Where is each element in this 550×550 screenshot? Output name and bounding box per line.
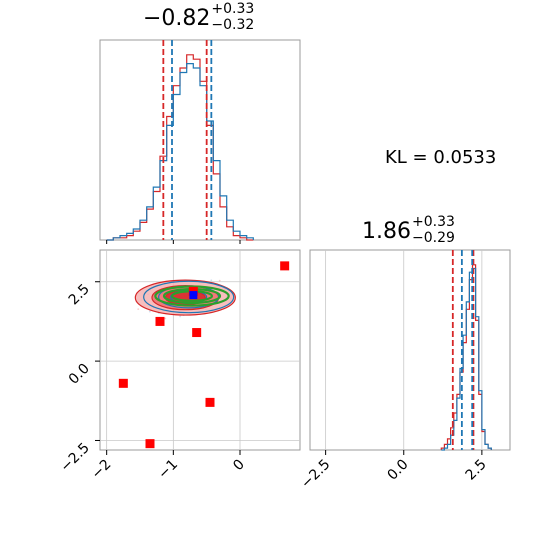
panel-bottom-right xyxy=(309,249,511,451)
bl-xtick-label-2: 0 xyxy=(230,457,248,475)
bl-ytick-label-0: −2.5 xyxy=(57,440,92,475)
bl-xtick-label-1: −1 xyxy=(155,457,181,483)
panel-bottom-left xyxy=(99,249,301,451)
bl-red-marker-3 xyxy=(118,378,128,388)
bl-green-contour-0 xyxy=(154,285,230,307)
bl-red-marker-0 xyxy=(280,261,290,271)
bl-xtick-label-0: −2 xyxy=(89,457,115,483)
bl-red-marker-1 xyxy=(155,316,165,326)
bl-sample-point xyxy=(148,310,151,313)
panel-bottom-right-frame xyxy=(309,249,511,451)
tl-hist-blue xyxy=(106,63,254,241)
bl-ytick-label-2: 2.5 xyxy=(66,281,93,308)
title-param1-sub: −0.32 xyxy=(211,17,255,33)
title-param2-sub: −0.29 xyxy=(411,230,455,246)
bl-red-marker-5 xyxy=(145,439,155,449)
bl-ytick-label-1: 0.0 xyxy=(66,361,93,388)
br-xtick-label-1: 0.0 xyxy=(385,457,412,484)
bl-sample-point xyxy=(164,317,167,320)
bl-sample-point xyxy=(210,279,213,282)
br-hist-blue xyxy=(441,267,492,451)
title-param2-sup: +0.33 xyxy=(411,214,455,230)
panel-top-left-frame xyxy=(99,39,301,241)
title-param2: 1.86 +0.33 −0.29 xyxy=(362,215,455,245)
bl-blue-marker xyxy=(189,291,198,300)
bl-sample-point xyxy=(218,279,221,282)
panel-top-left xyxy=(99,39,301,241)
title-param1: −0.82 +0.33 −0.32 xyxy=(143,2,254,32)
title-param2-value: 1.86 xyxy=(362,219,411,244)
bl-red-marker-4 xyxy=(205,397,215,407)
br-xtick-label-2: 2.5 xyxy=(463,457,490,484)
br-hist-red xyxy=(440,264,492,450)
bl-sample-point xyxy=(179,315,182,318)
bl-blue-contour-0 xyxy=(143,280,235,314)
title-param1-sup: +0.33 xyxy=(211,1,255,17)
title-param1-value: −0.82 xyxy=(143,6,211,31)
br-xtick-label-0: −2.5 xyxy=(298,457,333,492)
bl-sample-point xyxy=(137,308,140,310)
kl-label: KL = 0.0533 xyxy=(385,147,497,168)
panel-bottom-left-frame xyxy=(99,249,301,451)
bl-red-marker-2 xyxy=(192,328,202,338)
